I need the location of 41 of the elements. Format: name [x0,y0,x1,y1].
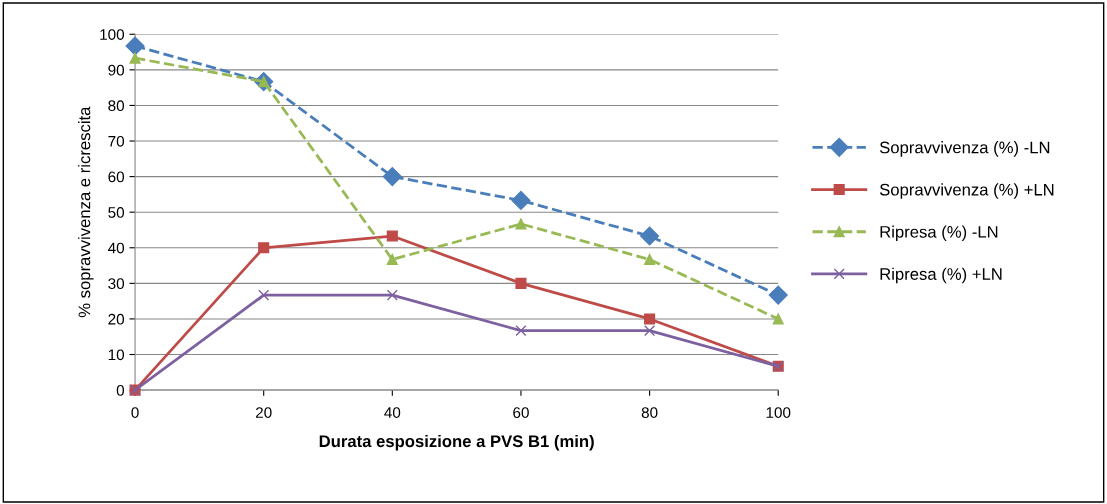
y-tick-label: 10 [108,349,125,361]
point [644,325,656,337]
legend-label: Ripresa (%) +LN [880,267,1002,284]
y-axis-title: % sopravvivenza e ricrescita [78,106,94,318]
y-tick-label: 90 [108,64,125,76]
point [382,167,402,187]
y-tick-label: 50 [108,207,125,218]
point [644,313,656,325]
y-tick-label: 70 [108,135,125,147]
point [125,36,145,56]
x-tick-label: 60 [513,407,529,418]
y-tick-label: 40 [108,242,125,254]
point [511,190,531,210]
y-tick-label: 30 [108,278,125,290]
y-tick-label: 20 [108,313,125,325]
point [258,289,270,301]
point [768,285,788,305]
legend-label: Ripresa (%) -LN [880,225,998,242]
x-tick-label: 80 [641,407,658,418]
point [644,253,656,266]
point [515,325,527,337]
legend-label: Sopravvivenza (%) -LN [879,141,1050,157]
point [386,289,398,301]
point [386,230,398,242]
legend-label: Sopravvivenza (%) +LN [879,183,1054,199]
x-axis-title: Durata esposizione a PVS B1 (min) [319,434,594,451]
x-tick-label: 100 [766,407,791,418]
point [640,226,660,246]
x-tick-label: 20 [255,407,272,418]
x-tick-label: 0 [131,407,139,418]
point [515,218,527,230]
point [258,242,270,254]
x-tick-label: 40 [384,407,401,418]
y-tick-label: 0 [116,384,125,396]
y-tick-label: 80 [108,100,125,112]
point [386,253,398,266]
y-tick-label: 60 [108,171,125,183]
point [772,313,784,325]
point [129,52,141,64]
point [515,277,527,289]
y-tick-label: 100 [100,29,125,40]
